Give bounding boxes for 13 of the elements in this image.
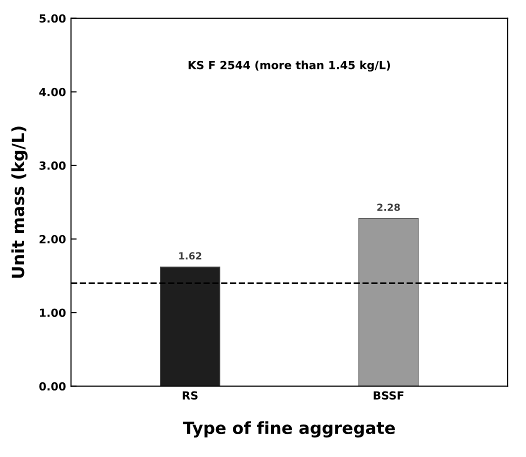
y-tick-label: 5.00 [40, 14, 66, 23]
data-label: 2.28 [377, 204, 400, 211]
y-tick-label: 4.00 [39, 88, 66, 96]
x-axis-title: Type of fine aggregate [182, 421, 395, 438]
data-label: 1.62 [179, 252, 202, 260]
x-tick-label: BSSF [374, 391, 404, 400]
x-tick-label: RS [182, 391, 198, 400]
y-tick-label: 3.00 [39, 161, 66, 170]
y-tick-label: 1.00 [40, 308, 66, 317]
y-tick-label: 0.00 [39, 382, 66, 391]
y-axis-title: Unit mass (kg/L) [11, 126, 28, 278]
annotation: KS F 2544 (more than 1.45 kg/L) [188, 60, 390, 72]
y-tick-label: 2.00 [40, 234, 66, 244]
